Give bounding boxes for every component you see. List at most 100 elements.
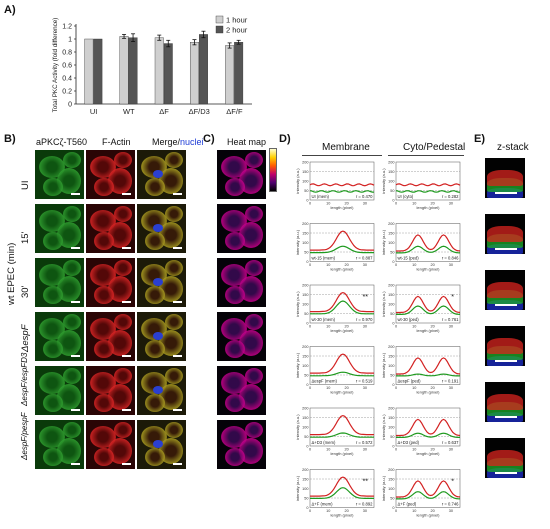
green-profile-line: [310, 487, 374, 499]
micrograph-tile: [137, 366, 186, 415]
plot-frame: [309, 161, 375, 201]
micrograph-tile: [86, 150, 135, 199]
cell-blob: [114, 152, 132, 168]
bar: [189, 42, 199, 105]
r-value: r = 0.470: [356, 194, 373, 199]
x-tick-label: 0: [395, 448, 397, 452]
x-axis-label: length (pixel): [331, 205, 355, 210]
y-tick-label: 50: [390, 497, 394, 501]
y-tick-label: 100: [388, 241, 394, 245]
cell-blob: [225, 448, 245, 466]
plot-frame: [309, 407, 375, 447]
y-axis-label: intensity (a.u.): [295, 475, 300, 501]
x-axis-label: length (pixel): [331, 267, 355, 272]
cell-blob: [43, 178, 63, 196]
green-profile-line: [396, 305, 461, 315]
cyto-underline: [388, 155, 464, 156]
x-tick-label: 30: [363, 509, 367, 513]
scale-bar: [71, 463, 80, 465]
y-tick-label: 50: [390, 374, 394, 378]
row-label: 15': [20, 231, 31, 244]
x-tick-label: ΔF/D3: [189, 107, 210, 116]
green-profile-line: [396, 373, 460, 377]
cell-blob: [245, 314, 263, 330]
green-profile-line: [309, 190, 374, 193]
panel-d-label: D): [279, 133, 291, 145]
x-axis-label: length (pixel): [417, 513, 441, 518]
r-value: r = 0.970: [356, 317, 373, 322]
x-tick-label: 20: [430, 386, 434, 390]
cell-blob: [145, 178, 165, 196]
y-tick-label: 0: [306, 199, 308, 203]
y-tick-label: 150: [388, 416, 394, 420]
plot-frame: [395, 407, 461, 447]
cell-blob: [43, 394, 63, 412]
micrograph-tile: [35, 204, 84, 253]
x-tick-label: 30: [449, 386, 453, 390]
y-tick-label: 150: [302, 478, 308, 482]
y-tick-label: 200: [302, 468, 308, 472]
scale-bar: [495, 248, 517, 250]
r-value: r = 0.282: [442, 194, 459, 199]
x-tick-label: 20: [344, 202, 348, 206]
scale-bar: [173, 463, 182, 465]
x-axis-label: length (pixel): [331, 328, 355, 333]
significance-stars: **: [363, 479, 369, 486]
cell-blob: [225, 232, 245, 250]
x-tick-label: 20: [344, 263, 348, 267]
profile-tag: wt-30 (mem): [312, 317, 336, 322]
profile-tag: wt-30 (ped): [398, 317, 420, 322]
y-tick-label: 100: [302, 426, 308, 430]
zstack-tile: [485, 158, 525, 198]
x-tick-label: 0: [309, 448, 311, 452]
y-tick-label: 100: [302, 241, 308, 245]
r-value: r = 0.746: [442, 502, 459, 507]
micrograph-tile: [137, 204, 186, 253]
zstack-tile: [485, 270, 525, 310]
bar: [225, 45, 235, 105]
y-tick-label: 0.2: [62, 89, 72, 96]
plot-frame: [395, 284, 461, 324]
y-tick-label: 200: [302, 345, 308, 349]
cell-blob: [63, 422, 81, 438]
red-profile-line: [310, 353, 374, 374]
r-value: r = 0.887: [356, 256, 373, 261]
wt-epec-group-label: wt EPEC (min): [6, 242, 17, 305]
nuclei-label: nuclei: [180, 137, 204, 147]
y-tick-label: 0.4: [62, 76, 72, 83]
plot-frame: [395, 469, 461, 508]
y-tick-label: 100: [388, 303, 394, 307]
micrograph-tile: [86, 312, 135, 361]
y-tick-label: 0: [392, 199, 394, 203]
y-tick-label: 200: [388, 345, 394, 349]
row-label: ΔespF: [20, 324, 31, 353]
red-profile-line: [310, 414, 374, 436]
scale-bar: [495, 472, 517, 474]
y-tick-label: 0: [306, 260, 308, 264]
r-value: r = 0.191: [442, 379, 459, 384]
x-tick-label: 10: [412, 509, 416, 513]
row-label: ΔespF/pespF: [20, 412, 29, 460]
y-axis-label: intensity (a.u.): [295, 229, 300, 255]
micrograph-tile: [86, 420, 135, 469]
y-axis-label: Total PKC Activity (fold difference): [52, 18, 59, 113]
red-profile-line: [396, 234, 461, 252]
profile-tag: Δ+D3 (mem): [312, 440, 336, 445]
y-tick-label: 0: [392, 383, 394, 387]
cell-blob: [225, 340, 245, 358]
zstack-layer: [487, 450, 523, 466]
y-axis-label: intensity (a.u.): [381, 352, 386, 378]
y-tick-label: 200: [388, 222, 394, 226]
y-tick-label: 0: [306, 322, 308, 326]
micrograph-tile: [86, 366, 135, 415]
y-tick-label: 1.2: [62, 24, 72, 31]
profile-tag: UI (mem): [312, 194, 330, 199]
y-tick-label: 0: [306, 383, 308, 387]
cell-blob: [43, 286, 63, 304]
cell-blob: [94, 232, 114, 250]
micrograph-tile: [137, 420, 186, 469]
x-tick-label: 30: [363, 448, 367, 452]
x-axis-label: length (pixel): [331, 390, 355, 395]
red-profile-line: [310, 291, 374, 313]
cell-blob: [145, 340, 165, 358]
